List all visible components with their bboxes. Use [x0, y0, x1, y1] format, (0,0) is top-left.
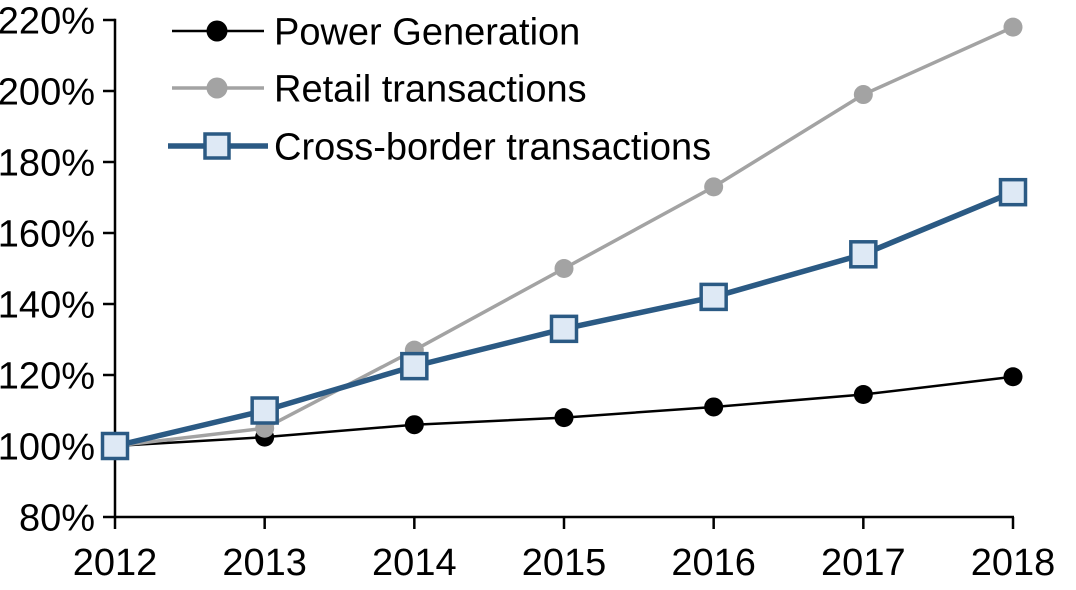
x-tick-label: 2016	[671, 542, 756, 584]
square-marker	[100, 431, 130, 461]
y-tick-label: 80%	[19, 498, 95, 540]
circle-marker	[554, 259, 574, 278]
legend-circle-marker	[206, 20, 228, 42]
circle-marker	[1003, 17, 1023, 37]
x-tick-label: 2012	[73, 542, 158, 584]
x-tick-label: 2013	[222, 542, 307, 584]
legend-circle-marker	[206, 77, 228, 99]
circle-marker	[853, 85, 873, 105]
y-tick-label: 120%	[0, 356, 95, 398]
y-tick-label: 140%	[0, 285, 95, 327]
circle-marker	[704, 397, 724, 417]
square-marker	[400, 351, 429, 381]
y-tick-label: 220%	[0, 1, 95, 43]
series-power-generation	[105, 367, 1023, 456]
x-tick-label: 2015	[522, 542, 607, 584]
circle-marker	[404, 415, 424, 435]
square-marker	[699, 282, 728, 312]
x-tick-label: 2018	[971, 542, 1056, 584]
circle-marker	[554, 408, 574, 428]
legend-label: Power Generation	[274, 12, 580, 54]
legend-square-marker	[203, 132, 231, 160]
y-tick-label: 160%	[0, 214, 95, 256]
y-tick-label: 100%	[0, 427, 95, 469]
series-cross-border-transactions	[100, 177, 1028, 461]
circle-marker	[704, 177, 724, 197]
circle-marker	[853, 385, 873, 405]
square-marker	[998, 177, 1028, 207]
square-marker	[549, 314, 579, 344]
legend-label: Cross-border transactions	[274, 127, 711, 169]
x-tick-label: 2017	[821, 542, 906, 584]
y-tick-label: 200%	[0, 72, 95, 114]
legend-item-power-generation: Power Generation	[172, 12, 580, 54]
legend-label: Retail transactions	[274, 69, 587, 111]
y-tick-label: 180%	[0, 143, 95, 185]
legend-item-retail-transactions: Retail transactions	[172, 69, 587, 111]
square-marker	[849, 240, 878, 269]
circle-marker	[1003, 367, 1023, 387]
legend-item-cross-border-transactions: Cross-border transactions	[168, 127, 711, 169]
x-tick-label: 2014	[372, 542, 457, 584]
square-marker	[250, 396, 279, 425]
